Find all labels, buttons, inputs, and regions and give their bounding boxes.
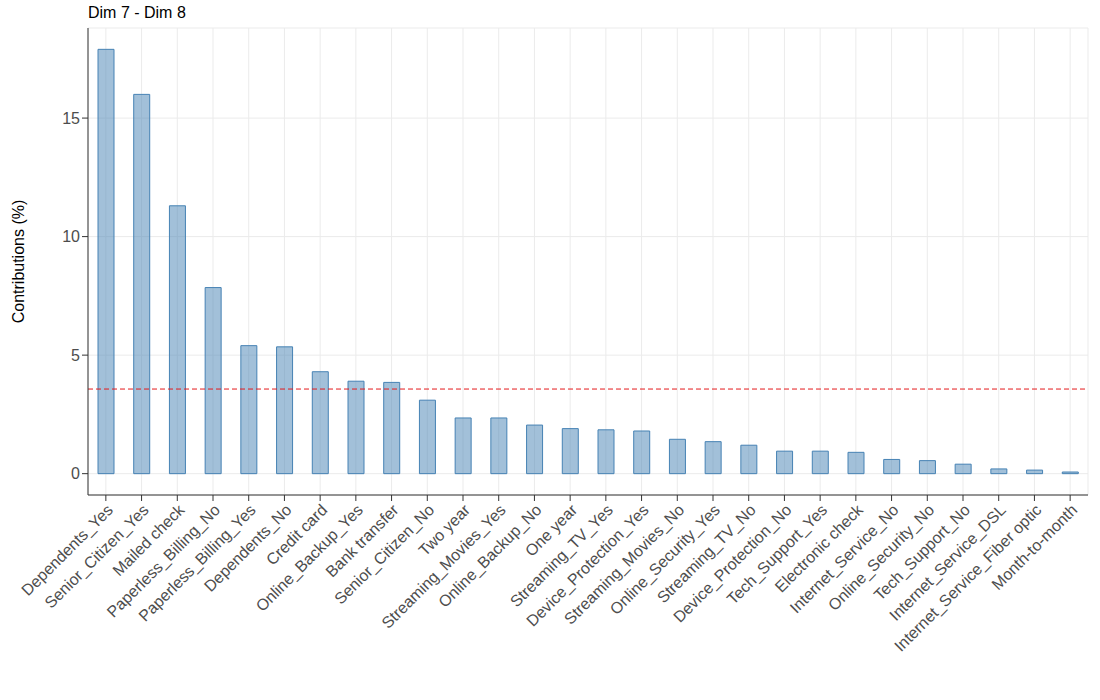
svg-text:Paperless_Billing_No: Paperless_Billing_No — [103, 501, 224, 621]
svg-text:Tech_Support_Yes: Tech_Support_Yes — [723, 501, 831, 608]
svg-text:Internet_Service_DSL: Internet_Service_DSL — [886, 501, 1009, 624]
svg-text:Month-to-month: Month-to-month — [988, 501, 1080, 593]
svg-text:10: 10 — [62, 228, 80, 245]
svg-text:Credit card: Credit card — [262, 501, 331, 569]
svg-text:Dependents_No: Dependents_No — [200, 501, 295, 595]
svg-text:0: 0 — [71, 465, 80, 482]
svg-text:Device_Protection_No: Device_Protection_No — [670, 501, 795, 626]
svg-text:Streaming_Movies_No: Streaming_Movies_No — [561, 501, 688, 628]
svg-text:Bank transfer: Bank transfer — [322, 501, 402, 581]
svg-text:Internet_Service_Fiber optic: Internet_Service_Fiber optic — [891, 501, 1045, 655]
svg-text:Two year: Two year — [415, 501, 474, 560]
svg-text:Senior_Citizen_Yes: Senior_Citizen_Yes — [41, 501, 152, 612]
svg-text:Electronic check: Electronic check — [771, 501, 866, 596]
svg-text:Senior_Citizen_No: Senior_Citizen_No — [331, 501, 438, 608]
svg-text:One year: One year — [521, 501, 581, 560]
svg-text:Online_Backup_Yes: Online_Backup_Yes — [252, 501, 366, 615]
svg-text:Paperless_Billing_Yes: Paperless_Billing_Yes — [135, 501, 259, 625]
svg-text:Internet_Service_No: Internet_Service_No — [786, 501, 902, 617]
svg-text:5: 5 — [71, 347, 80, 364]
svg-text:Mailed check: Mailed check — [109, 501, 188, 580]
html-text:Dim 7 - Dim 8: Dim 7 - Dim 8 — [88, 4, 186, 21]
svg-text:15: 15 — [62, 110, 80, 127]
svg-text:Online_Security_No: Online_Security_No — [824, 501, 938, 614]
svg-text:Streaming_TV_Yes: Streaming_TV_Yes — [506, 501, 616, 611]
svg-text:Online_Security_Yes: Online_Security_Yes — [606, 501, 724, 618]
svg-text:Streaming_Movies_Yes: Streaming_Movies_Yes — [378, 501, 509, 632]
svg-text:Streaming_TV_No: Streaming_TV_No — [653, 501, 759, 607]
svg-text:Dependents_Yes: Dependents_Yes — [18, 501, 116, 599]
svg-text:Contributions (%): Contributions (%) — [10, 200, 27, 324]
svg-text:Device_Protection_Yes: Device_Protection_Yes — [523, 501, 652, 630]
svg-text:Tech_Support_No: Tech_Support_No — [870, 501, 974, 604]
svg-text:Online_Backup_No: Online_Backup_No — [435, 501, 545, 611]
